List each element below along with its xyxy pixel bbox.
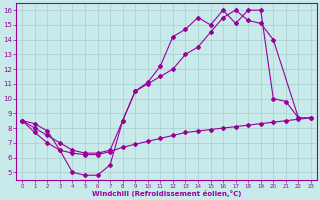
X-axis label: Windchill (Refroidissement éolien,°C): Windchill (Refroidissement éolien,°C) [92, 190, 241, 197]
